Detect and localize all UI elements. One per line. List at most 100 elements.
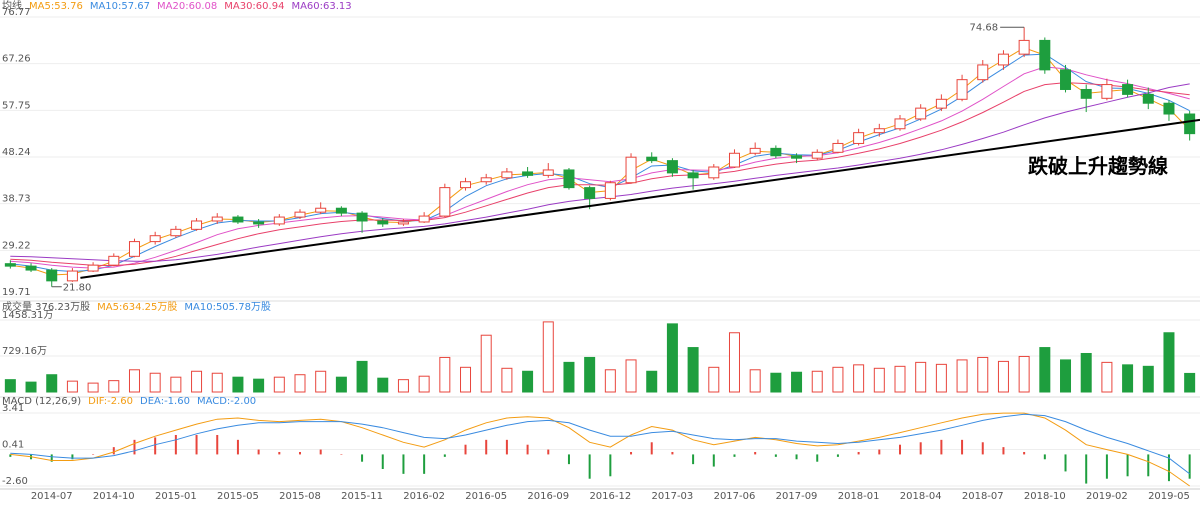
macd-bar bbox=[1126, 454, 1129, 477]
volume-bar bbox=[915, 361, 927, 393]
x-tick-label: 2015-08 bbox=[279, 491, 321, 502]
volume-bar bbox=[687, 347, 699, 393]
candle-body bbox=[1184, 113, 1196, 135]
volume-bar bbox=[294, 374, 306, 393]
macd-bar bbox=[1105, 454, 1108, 479]
macd-bar bbox=[1085, 454, 1088, 484]
volume-bar bbox=[397, 379, 409, 393]
candle-body bbox=[108, 255, 120, 266]
legend-label: MA10:57.67 bbox=[90, 1, 150, 12]
macd-bar bbox=[174, 434, 177, 455]
candle-body bbox=[294, 211, 306, 218]
candle-body bbox=[46, 269, 58, 282]
candle-body bbox=[1142, 93, 1154, 104]
y-tick-label: 48.24 bbox=[2, 147, 31, 158]
volume-bar bbox=[191, 370, 203, 393]
macd-bar bbox=[154, 437, 157, 455]
macd-bar bbox=[836, 454, 839, 457]
x-tick-label: 2018-04 bbox=[900, 491, 942, 502]
trend-line bbox=[80, 118, 1200, 279]
candle-body bbox=[522, 171, 534, 176]
candle-body bbox=[25, 265, 37, 271]
x-tick-label: 2014-07 bbox=[31, 491, 73, 502]
volume-bar bbox=[853, 364, 865, 393]
volume-bar bbox=[1163, 332, 1175, 393]
macd-bar bbox=[1147, 454, 1150, 477]
x-tick-label: 2019-02 bbox=[1086, 491, 1128, 502]
x-tick-label: 2014-10 bbox=[93, 491, 135, 502]
volume-bar bbox=[708, 366, 720, 393]
x-tick-label: 2018-10 bbox=[1024, 491, 1066, 502]
ma-line bbox=[10, 83, 1190, 262]
volume-bar bbox=[625, 359, 637, 393]
volume-bar bbox=[1122, 364, 1134, 393]
candle-body bbox=[977, 64, 989, 81]
volume-bar bbox=[977, 356, 989, 393]
legend-label: MACD (12,26,9) bbox=[2, 396, 81, 407]
candle-body bbox=[853, 132, 865, 144]
x-tick-label: 2017-09 bbox=[776, 491, 818, 502]
macd-bar bbox=[919, 442, 922, 455]
ma-line bbox=[10, 82, 1190, 267]
volume-bar bbox=[1060, 359, 1072, 393]
candle-body bbox=[935, 98, 947, 109]
volume-bar bbox=[108, 380, 120, 393]
macd-bar bbox=[505, 439, 508, 455]
volume-bar bbox=[1101, 361, 1113, 393]
macd-bar bbox=[692, 454, 695, 465]
candle-body bbox=[211, 216, 223, 222]
candle-body bbox=[832, 142, 844, 153]
volume-bar bbox=[460, 366, 472, 393]
volume-bar bbox=[956, 359, 968, 393]
macd-bar bbox=[216, 434, 219, 455]
volume-bar bbox=[232, 376, 244, 393]
legend-label: MA30:60.94 bbox=[224, 1, 284, 12]
x-tick-label: 2016-12 bbox=[589, 491, 631, 502]
macd-bar bbox=[650, 442, 653, 455]
volume-bar bbox=[480, 334, 492, 393]
legend-label: DIF:-2.60 bbox=[88, 396, 133, 407]
candle-body bbox=[811, 151, 823, 159]
candle-body bbox=[418, 215, 430, 223]
x-tick-label: 2016-02 bbox=[403, 491, 445, 502]
macd-bar bbox=[299, 451, 301, 455]
macd-bar bbox=[485, 439, 488, 455]
x-tick-label: 2017-06 bbox=[714, 491, 756, 502]
volume-bar bbox=[997, 360, 1009, 393]
y-tick-label: -2.60 bbox=[2, 476, 28, 487]
volume-bar bbox=[832, 366, 844, 393]
macd-bar bbox=[899, 444, 901, 455]
candle-body bbox=[501, 171, 513, 179]
macd-bar bbox=[774, 454, 777, 457]
candle-body bbox=[1101, 84, 1113, 99]
x-tick-label: 2015-05 bbox=[217, 491, 259, 502]
candle-body bbox=[997, 53, 1009, 66]
y-tick-label: 76.77 bbox=[2, 7, 31, 18]
legend-label: DEA:-1.60 bbox=[140, 396, 190, 407]
candle-body bbox=[397, 221, 409, 225]
volume-bar bbox=[935, 363, 947, 393]
volume-bar bbox=[791, 371, 803, 393]
candle-body bbox=[791, 155, 803, 159]
x-tick-label: 2019-05 bbox=[1148, 491, 1190, 502]
candle-body bbox=[4, 263, 16, 267]
macd-bar bbox=[547, 449, 550, 455]
candle-body bbox=[1039, 39, 1051, 71]
ma-line bbox=[10, 66, 1190, 269]
candle-body bbox=[1018, 39, 1030, 55]
macd-bar bbox=[1167, 454, 1170, 482]
volume-bar bbox=[873, 367, 885, 393]
macd-bar bbox=[340, 454, 343, 455]
macd-bar bbox=[981, 442, 984, 455]
volume-bar bbox=[728, 332, 740, 393]
macd-bar bbox=[754, 451, 757, 455]
x-tick-label: 2018-01 bbox=[838, 491, 880, 502]
macd-bar bbox=[443, 454, 446, 457]
candle-body bbox=[335, 207, 347, 214]
volume-bar bbox=[666, 323, 678, 393]
candle-body bbox=[356, 212, 368, 222]
candle-body bbox=[584, 187, 596, 199]
macd-bar bbox=[1043, 454, 1046, 460]
volume-bar bbox=[522, 370, 534, 393]
volume-bar bbox=[66, 380, 78, 393]
